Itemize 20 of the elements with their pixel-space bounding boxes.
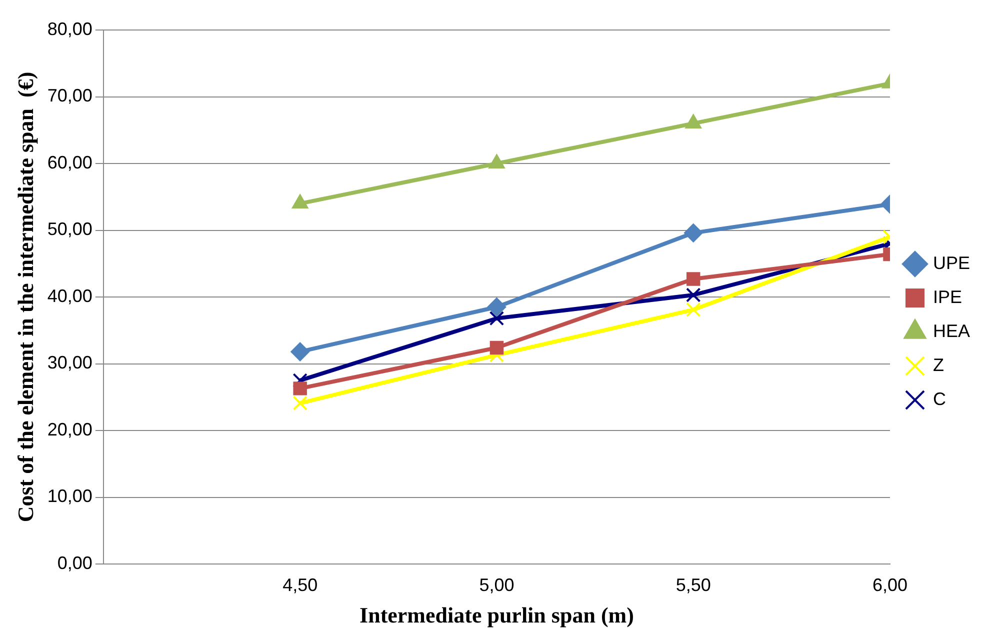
y-tick-label: 20,00: [47, 419, 92, 440]
legend-label: HEA: [932, 320, 970, 341]
y-tick-label: 30,00: [47, 352, 92, 373]
y-tick-label: 70,00: [47, 86, 92, 106]
x-tick-label: 5,50: [676, 574, 711, 595]
x-tick-label: 4,50: [282, 574, 318, 595]
y-tick-label: 50,00: [47, 219, 92, 240]
y-tick-label: 0,00: [57, 552, 92, 573]
x-tick-label: 6,00: [872, 574, 908, 595]
y-tick-label: 40,00: [47, 286, 92, 306]
x-axis-title: Intermediate purlin span (m): [360, 602, 634, 628]
y-tick-label: 10,00: [47, 486, 92, 506]
legend-label: IPE: [932, 286, 962, 307]
legend-label: C: [932, 388, 946, 409]
legend-label: UPE: [932, 252, 970, 273]
y-tick-label: 60,00: [47, 152, 92, 172]
x-tick-label: 5,00: [479, 574, 514, 595]
legend-label: Z: [932, 354, 944, 375]
y-tick-label: 80,00: [47, 18, 92, 39]
y-axis-title: Cost of the element in the intermediate span (€): [12, 72, 38, 522]
